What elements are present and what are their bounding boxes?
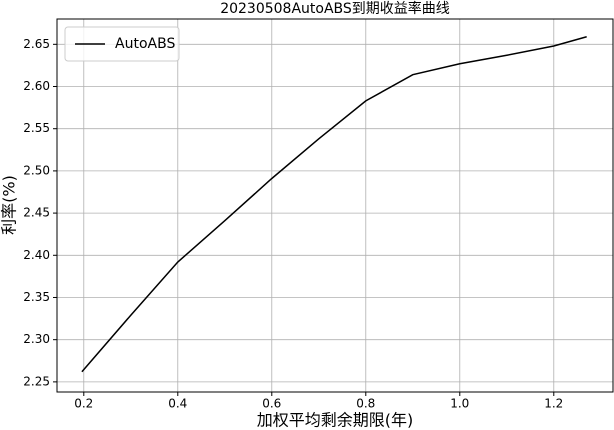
x-tick-label: 0.2 xyxy=(74,397,93,411)
y-tick-label: 2.60 xyxy=(23,79,50,93)
x-tick-label: 1.2 xyxy=(544,397,563,411)
line-series xyxy=(81,35,587,373)
x-tick-label: 0.6 xyxy=(262,397,281,411)
y-tick-label: 2.30 xyxy=(23,332,50,346)
y-tick-label: 2.65 xyxy=(23,37,50,51)
legend-label: AutoABS xyxy=(115,36,175,52)
chart-title: 20230508AutoABS到期收益率曲线 xyxy=(220,0,450,17)
y-tick-label: 2.35 xyxy=(23,290,50,304)
y-tick-label: 2.45 xyxy=(23,206,50,220)
y-tick-label: 2.55 xyxy=(23,121,50,135)
plot-frame xyxy=(56,18,614,393)
y-tick-label: 2.50 xyxy=(23,163,50,177)
y-axis-label: 利率(%) xyxy=(0,175,19,235)
y-tick-label: 2.25 xyxy=(23,374,50,388)
x-tick-label: 1.0 xyxy=(450,397,469,411)
x-axis-label: 加权平均剩余期限(年) xyxy=(257,411,414,430)
legend-box xyxy=(64,26,180,62)
x-tick-label: 0.8 xyxy=(356,397,375,411)
y-tick-label: 2.40 xyxy=(23,248,50,262)
x-tick-label: 0.4 xyxy=(168,397,187,411)
